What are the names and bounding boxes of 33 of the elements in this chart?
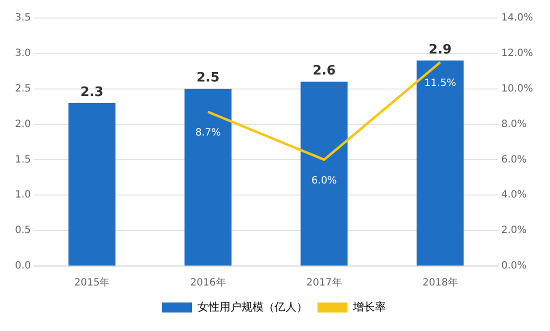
y-tick-label: 3.5: [14, 12, 31, 24]
bar: [68, 103, 116, 266]
y2-tick-label: 10.0%: [501, 83, 534, 94]
y-tick-label: 2.5: [14, 83, 31, 94]
y-tick-label: 2.0: [14, 118, 31, 130]
y2-tick-label: 14.0%: [501, 12, 534, 24]
bar: [416, 60, 464, 266]
data-label: 2.5: [196, 70, 220, 86]
x-tick-label: 2015年: [74, 276, 110, 289]
y2-tick-label: 6.0%: [501, 154, 527, 166]
x-tick-label: 2016年: [190, 276, 226, 289]
data-label: 2.9: [428, 42, 452, 58]
bar: [184, 88, 232, 266]
y2-tick-label: 8.0%: [501, 118, 527, 130]
y-tick-label: 0.0: [14, 260, 31, 272]
y-tick-label: 1.0: [14, 190, 31, 201]
y2-tick-label: 0.0%: [501, 260, 527, 272]
data-label: 8.7%: [195, 127, 221, 138]
data-label: 11.5%: [424, 78, 456, 89]
data-label: 2.3: [80, 84, 104, 100]
y-tick-label: 3.0: [14, 48, 31, 60]
y-tick-label: 0.5: [14, 225, 31, 236]
data-label: 2.6: [312, 64, 336, 79]
y2-tick-label: 4.0%: [501, 190, 527, 201]
bar: [300, 82, 348, 266]
legend-label: 女性用户规模（亿人）: [198, 300, 308, 314]
x-tick-label: 2017年: [306, 276, 342, 289]
y2-tick-label: 2.0%: [501, 225, 527, 236]
y2-tick-label: 12.0%: [501, 48, 534, 60]
x-tick-label: 2018年: [422, 276, 458, 289]
legend-label: 增长率: [352, 300, 386, 314]
y-tick-label: 1.5: [14, 154, 31, 166]
data-label: 6.0%: [311, 175, 337, 186]
